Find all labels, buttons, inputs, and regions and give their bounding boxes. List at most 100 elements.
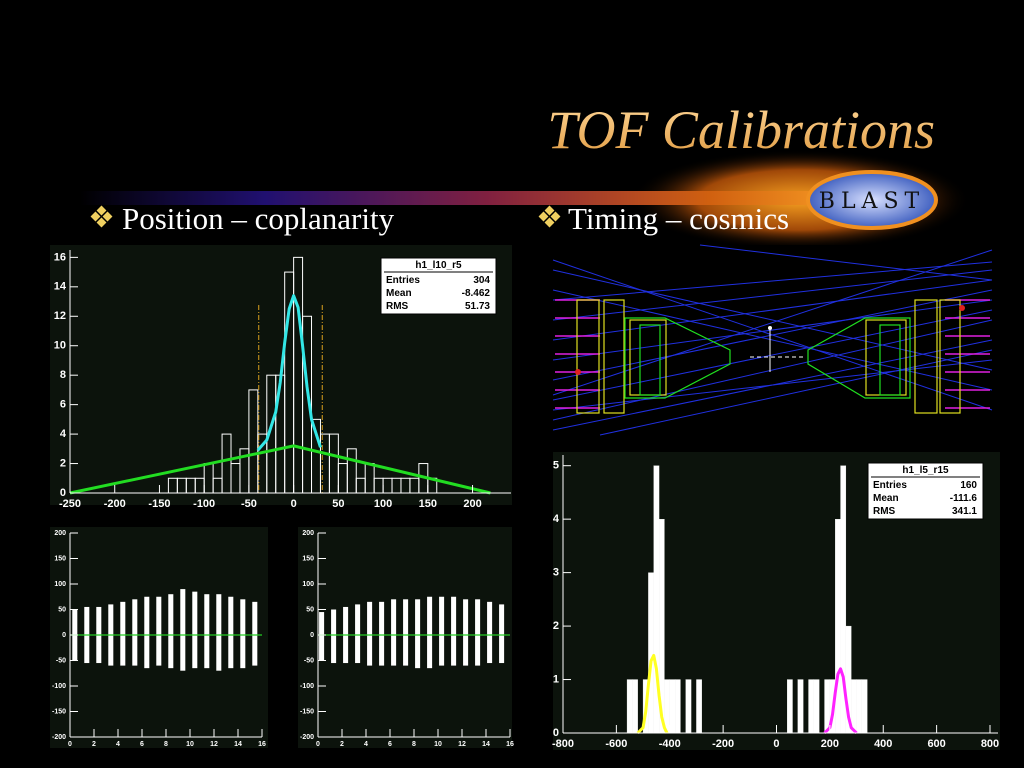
y-tick-label: -100 (300, 683, 314, 690)
bullet-text: Timing – cosmics (568, 201, 789, 236)
bullet-icon (538, 205, 561, 228)
x-tick-label: 12 (210, 741, 218, 748)
x-tick-label: 0 (291, 498, 297, 510)
bullet-text: Position – coplanarity (122, 201, 395, 236)
scatter-band (499, 604, 505, 664)
scatter-band (355, 604, 361, 664)
x-tick-label: 16 (506, 741, 514, 748)
x-tick-label: 10 (186, 741, 194, 748)
scatter-band (463, 599, 469, 666)
histogram-bar (808, 679, 815, 734)
histogram-bar (787, 679, 793, 734)
slide-title: TOF Calibrations (547, 100, 935, 160)
x-tick-label: -400 (659, 738, 681, 750)
histogram-bar (632, 679, 638, 734)
stats-name: h1_l10_r5 (415, 260, 462, 271)
x-tick-label: 200 (821, 738, 839, 750)
stats-box: h1_l5_r15 Entries 160 Mean -111.6 RMS 341.1 (867, 462, 984, 520)
y-tick-label: 4 (553, 513, 560, 525)
x-tick-label: 6 (140, 741, 144, 748)
stats-value: -8.462 (462, 288, 491, 299)
header-stripe (80, 191, 820, 205)
bullet-icon (90, 205, 113, 228)
fit-curve (69, 444, 491, 495)
scatter-band (228, 596, 234, 669)
scatter-band (379, 601, 385, 666)
stats-value: 304 (473, 275, 490, 286)
y-tick-label: 150 (302, 555, 314, 562)
y-tick-label: -50 (304, 657, 314, 664)
histogram-bar (861, 679, 868, 734)
scatter-band (403, 599, 409, 666)
x-tick-label: 8 (164, 741, 168, 748)
y-tick-label: 2 (60, 457, 66, 469)
scatter-band (439, 596, 445, 666)
scatter-band (144, 596, 150, 669)
stats-value: 160 (960, 480, 977, 491)
y-tick-label: 16 (54, 251, 66, 263)
stats-box-bg (867, 462, 984, 520)
scatter-band (427, 596, 433, 669)
y-tick-label: 10 (54, 340, 66, 352)
x-tick-label: 16 (258, 741, 266, 748)
x-tick-label: 12 (458, 741, 466, 748)
chart: -200 -150 -100 -50 0 50 100 150 200 0 2 4 6 8 10 12 14 16 (50, 527, 268, 748)
histogram-bar (626, 679, 633, 734)
stats-value: -111.6 (950, 493, 978, 504)
chart: 0 1 2 3 4 5 -800 -600 -400 -200 0 200 400 600 800 h1_l5… (552, 452, 1000, 750)
stats-label: RMS (873, 506, 896, 517)
y-tick-label: 5 (553, 460, 559, 472)
histogram-bar (674, 679, 681, 734)
x-tick-label: 2 (340, 741, 344, 748)
scatter-band (331, 609, 337, 664)
y-tick-label: 6 (60, 399, 66, 411)
stats-label: Entries (873, 480, 907, 491)
histogram-bar (797, 679, 804, 734)
scatter-band (132, 599, 138, 666)
scatter-band (487, 601, 493, 664)
histogram-bar (685, 679, 692, 734)
scatter-band (252, 601, 258, 666)
stats-value: 341.1 (952, 506, 977, 517)
x-tick-label: 600 (927, 738, 945, 750)
y-tick-label: 50 (306, 606, 314, 613)
scatter-band (367, 601, 373, 666)
scatter-band (168, 594, 174, 669)
x-tick-label: 4 (364, 741, 368, 748)
scatter-band (216, 594, 222, 671)
x-tick-label: -600 (605, 738, 627, 750)
x-tick-label: -200 (104, 498, 126, 510)
x-tick-label: -50 (241, 498, 257, 510)
x-tick-label: 50 (332, 498, 344, 510)
x-tick-label: 150 (419, 498, 437, 510)
y-tick-label: 12 (54, 310, 66, 322)
fit-curve (636, 653, 669, 735)
stats-box-bg (380, 257, 497, 315)
x-tick-label: 8 (412, 741, 416, 748)
scatter-band (204, 594, 210, 669)
y-tick-label: 200 (54, 530, 66, 537)
stats-label: Mean (386, 288, 412, 299)
y-tick-label: 0 (553, 727, 559, 739)
histogram-bar (696, 679, 702, 734)
y-tick-label: -150 (52, 708, 66, 715)
y-tick-label: 14 (54, 281, 67, 293)
event-display (552, 244, 993, 436)
x-tick-label: 10 (434, 741, 442, 748)
x-tick-label: -250 (59, 498, 81, 510)
scatter-band (156, 596, 162, 666)
x-tick-label: 14 (482, 741, 490, 748)
x-tick-label: -150 (148, 498, 170, 510)
histogram-bar (835, 519, 841, 734)
y-tick-label: 8 (60, 369, 66, 381)
x-tick-label: 14 (234, 741, 242, 748)
stats-label: RMS (386, 301, 409, 312)
y-tick-label: 0 (62, 632, 66, 639)
scatter-band (180, 589, 186, 671)
stats-label: Mean (873, 493, 899, 504)
x-tick-label: 200 (463, 498, 481, 510)
scatter-band (391, 599, 397, 666)
fit-curve (823, 667, 858, 735)
